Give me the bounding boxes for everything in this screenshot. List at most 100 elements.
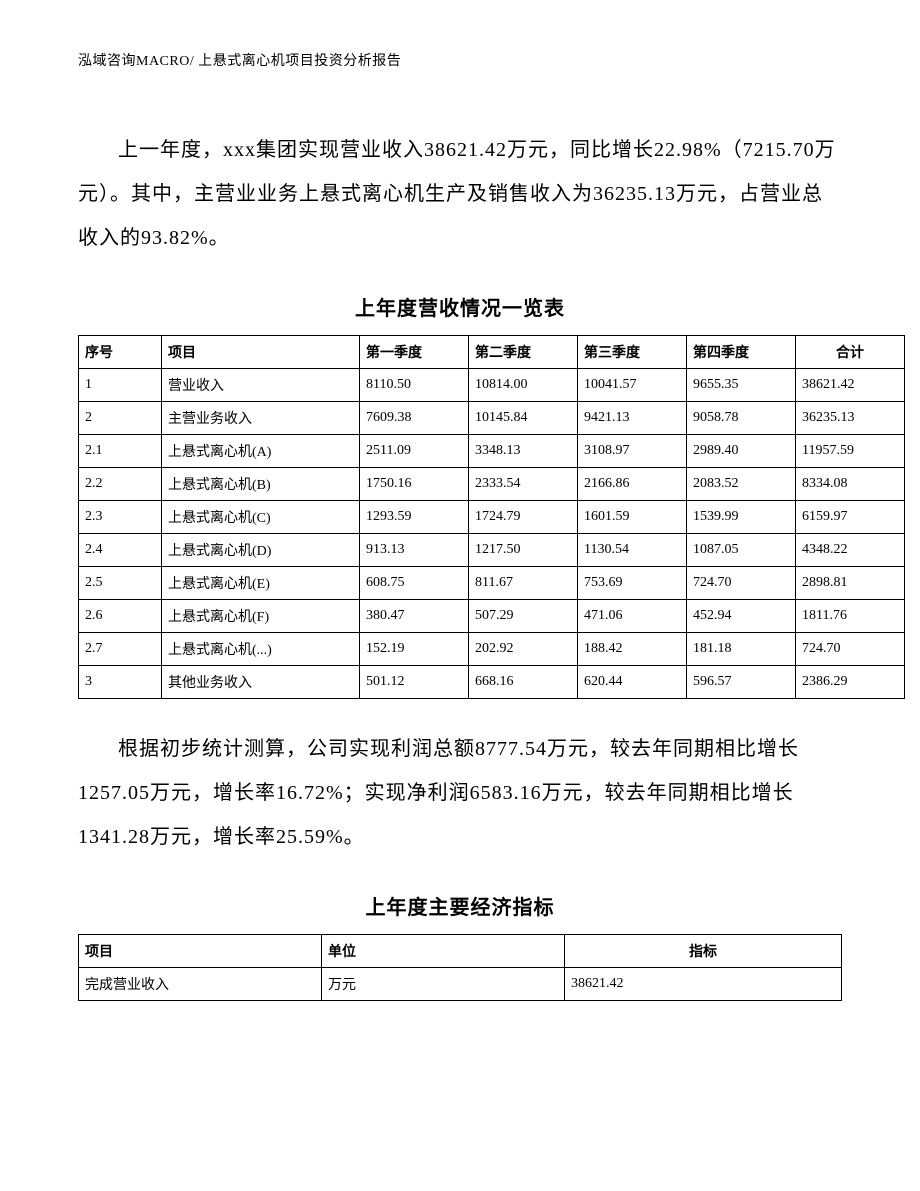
table-row: 2.2 上悬式离心机(B) 1750.16 2333.54 2166.86 20… <box>79 468 905 501</box>
cell: 668.16 <box>469 666 578 699</box>
table2-title: 上年度主要经济指标 <box>78 891 842 920</box>
cell: 2386.29 <box>796 666 905 699</box>
cell: 1811.76 <box>796 600 905 633</box>
cell: 2.5 <box>79 567 162 600</box>
cell: 10814.00 <box>469 369 578 402</box>
cell: 620.44 <box>578 666 687 699</box>
cell: 9421.13 <box>578 402 687 435</box>
cell: 471.06 <box>578 600 687 633</box>
revenue-table-body: 1 营业收入 8110.50 10814.00 10041.57 9655.35… <box>79 369 905 699</box>
cell: 1087.05 <box>687 534 796 567</box>
cell: 1217.50 <box>469 534 578 567</box>
cell: 1724.79 <box>469 501 578 534</box>
cell: 1 <box>79 369 162 402</box>
cell: 36235.13 <box>796 402 905 435</box>
table-row: 2 主营业务收入 7609.38 10145.84 9421.13 9058.7… <box>79 402 905 435</box>
cell: 上悬式离心机(...) <box>162 633 360 666</box>
cell: 452.94 <box>687 600 796 633</box>
cell: 1130.54 <box>578 534 687 567</box>
revenue-table: 序号 项目 第一季度 第二季度 第三季度 第四季度 合计 1 营业收入 8110… <box>78 335 905 699</box>
cell: 3108.97 <box>578 435 687 468</box>
col-q3: 第三季度 <box>578 336 687 369</box>
cell: 9058.78 <box>687 402 796 435</box>
table-row: 2.4 上悬式离心机(D) 913.13 1217.50 1130.54 108… <box>79 534 905 567</box>
cell: 596.57 <box>687 666 796 699</box>
cell: 507.29 <box>469 600 578 633</box>
cell: 2.1 <box>79 435 162 468</box>
cell: 380.47 <box>360 600 469 633</box>
cell: 3 <box>79 666 162 699</box>
cell: 2333.54 <box>469 468 578 501</box>
cell: 主营业务收入 <box>162 402 360 435</box>
cell: 202.92 <box>469 633 578 666</box>
cell: 6159.97 <box>796 501 905 534</box>
paragraph-2: 根据初步统计测算，公司实现利润总额8777.54万元，较去年同期相比增长1257… <box>78 727 842 859</box>
col-q4: 第四季度 <box>687 336 796 369</box>
cell: 7609.38 <box>360 402 469 435</box>
cell: 1539.99 <box>687 501 796 534</box>
cell: 188.42 <box>578 633 687 666</box>
indicator-table: 项目 单位 指标 完成营业收入 万元 38621.42 <box>78 934 842 1001</box>
cell: 2083.52 <box>687 468 796 501</box>
document-page: 泓域咨询MACRO/ 上悬式离心机项目投资分析报告 上一年度，xxx集团实现营业… <box>0 0 920 1191</box>
cell: 上悬式离心机(D) <box>162 534 360 567</box>
cell: 181.18 <box>687 633 796 666</box>
cell: 上悬式离心机(C) <box>162 501 360 534</box>
cell: 11957.59 <box>796 435 905 468</box>
cell: 4348.22 <box>796 534 905 567</box>
table-row: 2.1 上悬式离心机(A) 2511.09 3348.13 3108.97 29… <box>79 435 905 468</box>
cell: 152.19 <box>360 633 469 666</box>
cell: 万元 <box>322 968 565 1001</box>
cell: 1293.59 <box>360 501 469 534</box>
cell: 2.7 <box>79 633 162 666</box>
table-row: 2.7 上悬式离心机(...) 152.19 202.92 188.42 181… <box>79 633 905 666</box>
cell: 8334.08 <box>796 468 905 501</box>
col-value: 指标 <box>565 935 842 968</box>
table-row: 2.6 上悬式离心机(F) 380.47 507.29 471.06 452.9… <box>79 600 905 633</box>
cell: 913.13 <box>360 534 469 567</box>
cell: 753.69 <box>578 567 687 600</box>
table-row: 2.5 上悬式离心机(E) 608.75 811.67 753.69 724.7… <box>79 567 905 600</box>
cell: 2 <box>79 402 162 435</box>
table-row: 2.3 上悬式离心机(C) 1293.59 1724.79 1601.59 15… <box>79 501 905 534</box>
cell: 2898.81 <box>796 567 905 600</box>
paragraph-1: 上一年度，xxx集团实现营业收入38621.42万元，同比增长22.98%（72… <box>78 128 842 260</box>
cell: 10145.84 <box>469 402 578 435</box>
cell: 38621.42 <box>796 369 905 402</box>
cell: 724.70 <box>796 633 905 666</box>
cell: 上悬式离心机(B) <box>162 468 360 501</box>
col-q1: 第一季度 <box>360 336 469 369</box>
table-row: 完成营业收入 万元 38621.42 <box>79 968 842 1001</box>
cell: 营业收入 <box>162 369 360 402</box>
cell: 608.75 <box>360 567 469 600</box>
col-q2: 第二季度 <box>469 336 578 369</box>
cell: 上悬式离心机(A) <box>162 435 360 468</box>
col-item: 项目 <box>79 935 322 968</box>
cell: 2166.86 <box>578 468 687 501</box>
spacer <box>78 699 842 727</box>
cell: 724.70 <box>687 567 796 600</box>
cell: 38621.42 <box>565 968 842 1001</box>
indicator-table-body: 完成营业收入 万元 38621.42 <box>79 968 842 1001</box>
page-header: 泓域咨询MACRO/ 上悬式离心机项目投资分析报告 <box>78 50 842 70</box>
cell: 完成营业收入 <box>79 968 322 1001</box>
col-unit: 单位 <box>322 935 565 968</box>
table-header-row: 序号 项目 第一季度 第二季度 第三季度 第四季度 合计 <box>79 336 905 369</box>
cell: 2989.40 <box>687 435 796 468</box>
cell: 501.12 <box>360 666 469 699</box>
cell: 9655.35 <box>687 369 796 402</box>
table1-title: 上年度营收情况一览表 <box>78 292 842 321</box>
col-item: 项目 <box>162 336 360 369</box>
table-header-row: 项目 单位 指标 <box>79 935 842 968</box>
cell: 上悬式离心机(E) <box>162 567 360 600</box>
cell: 2.4 <box>79 534 162 567</box>
cell: 2.2 <box>79 468 162 501</box>
cell: 8110.50 <box>360 369 469 402</box>
cell: 811.67 <box>469 567 578 600</box>
cell: 上悬式离心机(F) <box>162 600 360 633</box>
cell: 3348.13 <box>469 435 578 468</box>
cell: 其他业务收入 <box>162 666 360 699</box>
table-row: 3 其他业务收入 501.12 668.16 620.44 596.57 238… <box>79 666 905 699</box>
cell: 1750.16 <box>360 468 469 501</box>
cell: 10041.57 <box>578 369 687 402</box>
